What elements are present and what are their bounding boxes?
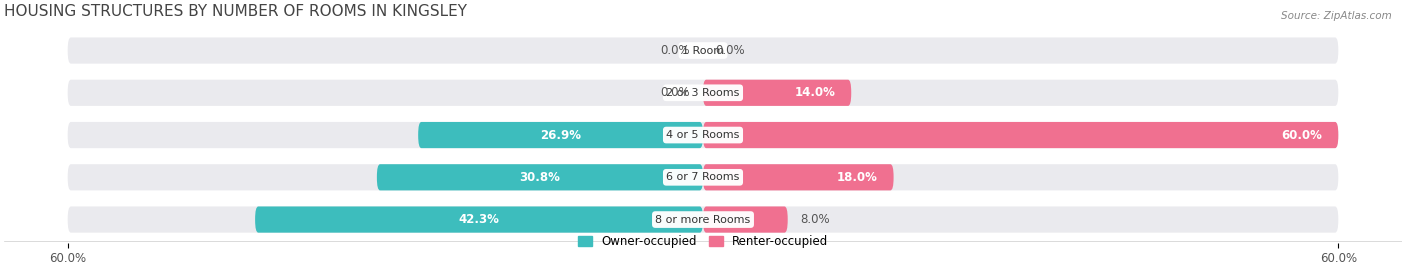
Text: 2 or 3 Rooms: 2 or 3 Rooms	[666, 88, 740, 98]
FancyBboxPatch shape	[418, 122, 703, 148]
FancyBboxPatch shape	[254, 207, 703, 233]
Text: 14.0%: 14.0%	[794, 86, 835, 99]
FancyBboxPatch shape	[67, 164, 1339, 190]
Text: 42.3%: 42.3%	[458, 213, 499, 226]
Legend: Owner-occupied, Renter-occupied: Owner-occupied, Renter-occupied	[578, 235, 828, 248]
Text: 30.8%: 30.8%	[519, 171, 561, 184]
FancyBboxPatch shape	[67, 80, 1339, 106]
Text: 6 or 7 Rooms: 6 or 7 Rooms	[666, 172, 740, 182]
Text: HOUSING STRUCTURES BY NUMBER OF ROOMS IN KINGSLEY: HOUSING STRUCTURES BY NUMBER OF ROOMS IN…	[4, 4, 467, 19]
Text: 0.0%: 0.0%	[661, 44, 690, 57]
Text: 0.0%: 0.0%	[716, 44, 745, 57]
FancyBboxPatch shape	[67, 37, 1339, 64]
Text: 8 or more Rooms: 8 or more Rooms	[655, 215, 751, 225]
Text: 60.0%: 60.0%	[1281, 129, 1323, 141]
FancyBboxPatch shape	[67, 207, 1339, 233]
Text: Source: ZipAtlas.com: Source: ZipAtlas.com	[1281, 11, 1392, 21]
FancyBboxPatch shape	[377, 164, 703, 190]
FancyBboxPatch shape	[703, 80, 851, 106]
FancyBboxPatch shape	[67, 122, 1339, 148]
Text: 18.0%: 18.0%	[837, 171, 877, 184]
Text: 8.0%: 8.0%	[800, 213, 830, 226]
Text: 4 or 5 Rooms: 4 or 5 Rooms	[666, 130, 740, 140]
FancyBboxPatch shape	[703, 122, 1339, 148]
Text: 26.9%: 26.9%	[540, 129, 581, 141]
FancyBboxPatch shape	[703, 207, 787, 233]
FancyBboxPatch shape	[703, 164, 894, 190]
Text: 1 Room: 1 Room	[682, 45, 724, 55]
Text: 0.0%: 0.0%	[661, 86, 690, 99]
